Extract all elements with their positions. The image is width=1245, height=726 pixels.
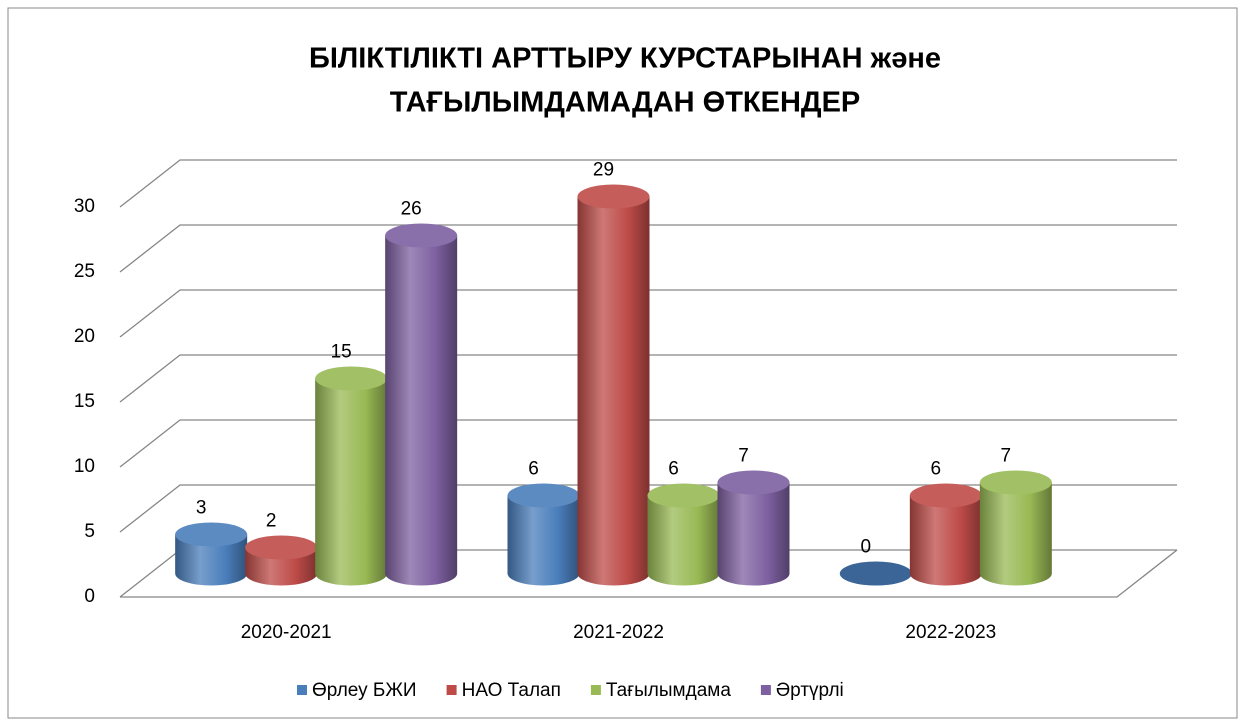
- bar-body: [909, 495, 982, 586]
- bar: [717, 470, 790, 586]
- legend-swatch: [590, 685, 601, 695]
- bar-body: [175, 534, 248, 586]
- data-label: 6: [931, 459, 942, 480]
- data-label: 2: [266, 511, 277, 532]
- data-label: 6: [528, 459, 539, 480]
- x-tick-label: 2020-2021: [241, 622, 332, 643]
- data-label: 0: [861, 537, 872, 558]
- y-tick-label: 15: [74, 391, 95, 412]
- floor: [120, 549, 1178, 598]
- bar-top: [577, 184, 650, 209]
- grid-line: [119, 224, 1177, 273]
- bar-top: [979, 470, 1052, 495]
- legend-label: Тағылымдама: [606, 680, 731, 701]
- bar-top: [385, 223, 458, 248]
- legend-label: Әртүрлі: [776, 680, 844, 701]
- legend-swatch: [446, 685, 457, 695]
- bar-body: [385, 235, 458, 586]
- chart-title: БІЛІКТІЛІКТІ АРТТЫРУ КУРСТАРЫНАН жәнe: [309, 43, 941, 75]
- data-label: 29: [593, 160, 614, 181]
- bar-top: [647, 483, 720, 508]
- data-label: 3: [196, 498, 207, 519]
- bar-top: [245, 535, 318, 560]
- y-tick-label: 5: [84, 521, 95, 542]
- grid-line: [119, 354, 1177, 403]
- grid-line: [119, 419, 1177, 468]
- bar: [909, 483, 982, 586]
- data-label: 15: [331, 342, 352, 363]
- bar: [315, 366, 388, 586]
- y-tick-label: 20: [74, 326, 95, 347]
- bar-top: [507, 483, 580, 508]
- bar: [385, 223, 458, 586]
- legend-label: НАО Талап: [462, 680, 561, 701]
- bar-body: [315, 378, 388, 586]
- legend-swatch: [760, 685, 771, 695]
- legend-swatch: [297, 685, 307, 695]
- y-tick-label: 25: [74, 261, 95, 282]
- data-label: 26: [401, 199, 422, 220]
- bar: [839, 561, 912, 586]
- bar-body: [507, 495, 580, 586]
- bar-top: [839, 561, 912, 586]
- grid-line: [119, 289, 1177, 338]
- bar: [245, 535, 318, 586]
- bar: [577, 184, 650, 586]
- bar: [979, 470, 1052, 586]
- bar-body: [577, 196, 650, 586]
- data-label: 7: [738, 446, 749, 467]
- data-label: 7: [1001, 446, 1012, 467]
- chart-title: ТАҒЫЛЫМДАМАДАН ӨТКЕНДЕР: [390, 87, 861, 119]
- bar-top: [315, 366, 388, 391]
- bar: [647, 483, 720, 586]
- bar-body: [717, 482, 790, 586]
- legend-label: Өрлеу БЖИ: [312, 680, 417, 701]
- x-tick-label: 2022-2023: [905, 622, 996, 643]
- bar-top: [717, 470, 790, 495]
- data-label: 6: [668, 459, 679, 480]
- bar-top: [909, 483, 982, 508]
- grid-line: [119, 159, 1177, 208]
- bar-top: [175, 522, 248, 547]
- x-tick-label: 2021-2022: [573, 622, 664, 643]
- y-tick-label: 10: [74, 456, 95, 477]
- bar: [175, 522, 248, 586]
- bar-body: [647, 495, 720, 586]
- bar: [507, 483, 580, 586]
- bar-body: [979, 482, 1052, 586]
- y-tick-label: 30: [74, 196, 95, 217]
- grid-line: [119, 484, 1177, 533]
- y-tick-label: 0: [84, 586, 95, 607]
